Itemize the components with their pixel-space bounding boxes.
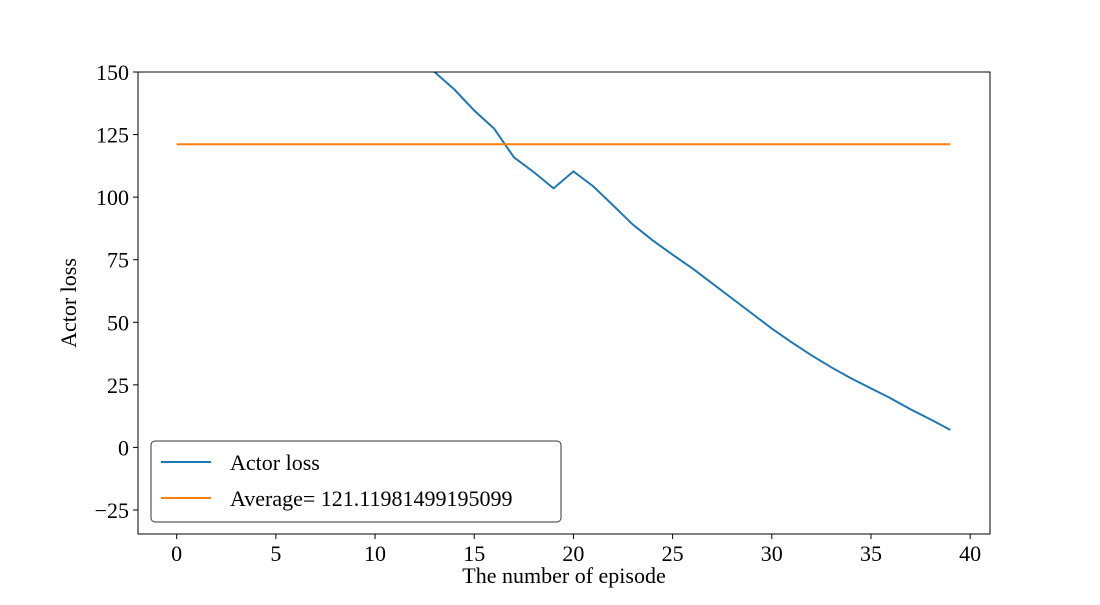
legend-box <box>150 440 562 523</box>
x-tick-label: 5 <box>270 541 281 566</box>
y-tick-label: 125 <box>96 123 129 148</box>
x-tick-label: 40 <box>959 541 981 566</box>
x-tick-label: 35 <box>860 541 882 566</box>
x-tick-label: 25 <box>662 541 684 566</box>
x-axis-label: The number of episode <box>462 563 665 588</box>
y-tick-label: 50 <box>107 310 129 335</box>
y-tick-label: 75 <box>107 248 129 273</box>
y-tick-label: −25 <box>95 498 129 523</box>
x-tick-label: 0 <box>171 541 182 566</box>
x-tick-label: 15 <box>463 541 485 566</box>
x-tick-label: 20 <box>562 541 584 566</box>
line-series <box>433 72 951 431</box>
y-tick-label: 25 <box>107 373 129 398</box>
y-tick-label: 150 <box>96 60 129 85</box>
y-axis-label: Actor loss <box>56 258 81 348</box>
legend-label: Average= 121.11981499195099 <box>230 486 512 511</box>
x-tick-label: 30 <box>761 541 783 566</box>
plot-frame <box>137 71 991 535</box>
legend-label: Actor loss <box>230 450 320 475</box>
x-tick-label: 10 <box>364 541 386 566</box>
plot-area <box>176 72 951 431</box>
y-tick-label: 100 <box>96 185 129 210</box>
y-tick-label: 0 <box>118 435 129 460</box>
